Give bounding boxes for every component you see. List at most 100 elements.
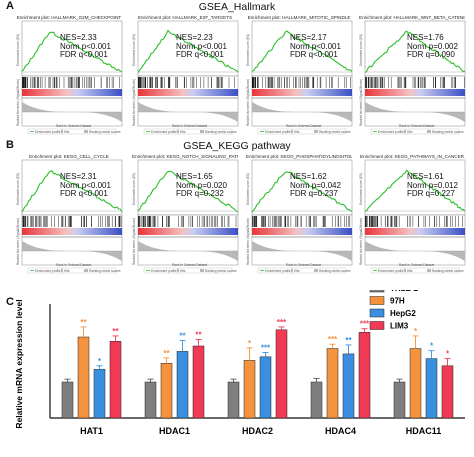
rank-axis-label: Ranked list metric (Signal2Noise) xyxy=(359,217,363,265)
bar xyxy=(409,348,422,419)
bar xyxy=(243,360,256,419)
rank-axis-label: Ranked list metric (Signal2Noise) xyxy=(359,78,363,126)
gsea-plot: Enrichment plot: HALLMARK_E2F_TARGETS NES… xyxy=(130,14,240,136)
gsea-stat-nes: NES=2.23 xyxy=(176,33,213,42)
gsea-legend-hits: Hits xyxy=(64,129,70,134)
legend-box xyxy=(257,267,347,274)
gsea-statistics: NES=1.61 Norm p=0.012 FDR q=0.227 xyxy=(407,172,458,199)
gsea-stat-norm-p: Norm p=0.012 xyxy=(407,180,458,190)
rank-axis-label: Ranked list metric (Signal2Noise) xyxy=(246,217,250,265)
gsea-legend-es: Enrichment profile xyxy=(35,129,61,134)
gsea-graphic xyxy=(137,159,239,274)
gsea-plot: Enrichment plot: HALLMARK_G2M_CHECKPOINT… xyxy=(14,14,124,136)
bar xyxy=(144,381,157,419)
x-tick-label: HDAC2 xyxy=(242,426,273,436)
gsea-legend-rank: Ranking metric scores xyxy=(205,268,237,273)
bar xyxy=(160,363,173,419)
panel-c-letter: C xyxy=(6,296,14,308)
rank-x-axis-label: Rank in Ordered Dataset xyxy=(56,263,92,267)
significance-label: * xyxy=(248,339,252,348)
legend-swatch xyxy=(369,296,385,305)
gsea-legend-hits: Hits xyxy=(64,268,70,273)
gsea-legend-hits: Hits xyxy=(180,268,186,273)
ranking-gradient-bar xyxy=(138,228,238,235)
gsea-plot-title: Enrichment plot: KEGG_PATHWAYS_IN_CANCER xyxy=(360,154,464,159)
panel-a-title: GSEA_Hallmark xyxy=(198,1,276,13)
x-tick-label: HDAC4 xyxy=(325,426,356,436)
gsea-stat-fdr: FDR q=0.237 xyxy=(290,189,338,199)
bar xyxy=(393,381,406,419)
gsea-legend-es: Enrichment profile xyxy=(378,268,404,273)
gsea-plot: Enrichment plot: KEGG_CELL_CYCLE NES=2.31… xyxy=(14,153,124,275)
gsea-plot: Enrichment plot: KEGG_NOTCH_SIGNALING_PA… xyxy=(130,153,240,275)
gsea-stat-fdr: FDR q=0.090 xyxy=(407,50,455,60)
legend-rank-swatch xyxy=(314,130,318,133)
enrichment-curve xyxy=(21,31,123,73)
x-tick-label: HDAC1 xyxy=(159,426,190,436)
gsea-statistics: NES=1.65 Norm p=0.020 FDR q=0.232 xyxy=(176,172,227,199)
bar xyxy=(275,329,288,419)
ranking-gradient-bar xyxy=(252,89,352,96)
legend-rank-swatch xyxy=(84,130,88,133)
gsea-plot-title: Enrichment plot: KEGG_CELL_CYCLE xyxy=(29,154,109,159)
gsea-legend-es: Enrichment profile xyxy=(151,129,177,134)
gsea-legend-rank: Ranking metric scores xyxy=(89,268,121,273)
rank-x-axis-label: Rank in Ordered Dataset xyxy=(56,124,92,128)
legend-rank-swatch xyxy=(314,269,318,272)
gsea-legend-rank: Ranking metric scores xyxy=(319,129,351,134)
rank-axis-label: Ranked list metric (Signal2Noise) xyxy=(246,78,250,126)
gsea-graphic xyxy=(364,159,466,274)
bar xyxy=(176,351,189,419)
gsea-legend-rank: Ranking metric scores xyxy=(432,129,464,134)
gsea-legend-hits: Hits xyxy=(407,129,413,134)
significance-label: *** xyxy=(328,335,338,344)
gsea-stat-nes: NES=2.17 xyxy=(290,33,327,42)
gsea-plot-title: Enrichment plot: HALLMARK_MITOTIC_SPINDL… xyxy=(247,15,351,20)
significance-label: ** xyxy=(345,336,352,345)
legend-box xyxy=(370,267,460,274)
rank-x-axis-label: Rank in Ordered Dataset xyxy=(286,124,322,128)
gsea-plot: Enrichment plot: KEGG_PATHWAYS_IN_CANCER… xyxy=(357,153,467,275)
significance-label: *** xyxy=(261,343,271,352)
gsea-stat-fdr: FDR q=0.232 xyxy=(176,189,224,199)
gsea-statistics: NES=1.62 Norm p=0.042 FDR q=0.237 xyxy=(290,172,341,199)
bar xyxy=(77,336,90,419)
bar xyxy=(425,358,438,419)
gsea-stat-norm-p: Norm p<0.001 xyxy=(60,41,111,51)
gsea-plot: Enrichment plot: HALLMARK_WNT_BETA_CATEN… xyxy=(357,14,467,136)
enrichment-curve xyxy=(251,171,353,213)
legend-swatch xyxy=(369,283,385,293)
legend-box xyxy=(370,128,460,135)
es-axis-label: Enrichment score (ES) xyxy=(132,172,136,205)
rank-x-axis-label: Rank in Ordered Dataset xyxy=(286,263,322,267)
es-axis-label: Enrichment score (ES) xyxy=(359,33,363,66)
legend-label: THLE-2 xyxy=(390,290,419,293)
gsea-graphic xyxy=(364,20,466,135)
ranking-gradient-bar xyxy=(22,89,122,96)
gsea-stat-norm-p: Norm p<0.001 xyxy=(290,41,341,51)
enrichment-curve xyxy=(137,29,239,73)
panel-a-letter: A xyxy=(6,0,14,12)
ranking-gradient-bar xyxy=(138,89,238,96)
bar-chart: Relative mRNA expression level *****HAT1*… xyxy=(14,283,465,436)
bar xyxy=(109,341,122,419)
significance-label: * xyxy=(98,357,102,366)
gsea-legend-es: Enrichment profile xyxy=(378,129,404,134)
legend-box xyxy=(143,128,233,135)
legend-label: 97H xyxy=(390,297,405,306)
gsea-legend-rank: Ranking metric scores xyxy=(319,268,351,273)
gsea-stat-fdr: FDR q=0.227 xyxy=(407,189,455,199)
gsea-stat-norm-p: Norm p=0.020 xyxy=(176,180,227,190)
legend-box xyxy=(143,267,233,274)
significance-label: * xyxy=(430,342,434,351)
gsea-stat-nes: NES=1.65 xyxy=(176,172,213,181)
bar xyxy=(441,365,454,419)
gsea-stat-nes: NES=1.62 xyxy=(290,172,327,181)
ranking-gradient-bar xyxy=(365,89,465,96)
rank-axis-label: Ranked list metric (Signal2Noise) xyxy=(16,217,20,265)
panel-b-letter: B xyxy=(6,139,14,151)
significance-label: ** xyxy=(80,318,87,327)
gsea-legend-hits: Hits xyxy=(294,268,300,273)
significance-label: ** xyxy=(163,349,170,358)
ranking-gradient-bar xyxy=(365,228,465,235)
